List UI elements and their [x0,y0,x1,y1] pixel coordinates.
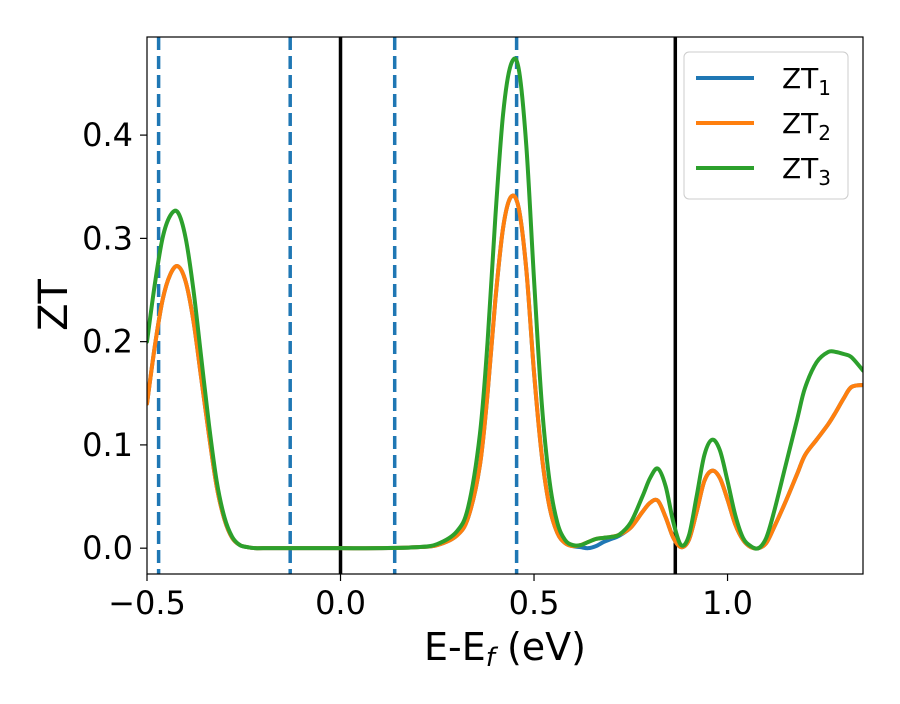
legend: ZT1 ZT2 ZT3 [683,51,849,200]
x-axis-label: E-Ef (eV) [424,625,586,673]
y-axis-ticks: 0.0 0.1 0.2 0.3 0.4 [82,116,147,567]
x-tick-label: −0.5 [108,584,186,622]
y-axis-label: ZT [31,279,77,331]
legend-label-zt1: ZT1 [782,62,831,100]
x-tick-label: 1.0 [702,584,753,622]
series-layer [147,56,863,551]
y-tick-label: 0.0 [82,529,133,567]
y-tick-label: 0.4 [82,116,133,154]
y-tick-label: 0.1 [82,426,133,464]
y-tick-label: 0.3 [82,219,133,257]
series-line-zt3 [147,56,863,551]
x-axis-ticks: −0.5 0.0 0.5 1.0 [108,574,753,622]
x-tick-label: 0.0 [315,584,366,622]
x-tick-label: 0.5 [509,584,560,622]
plot-frame [146,36,864,575]
legend-box [683,51,849,200]
legend-label-zt2: ZT2 [782,107,831,145]
reference-lines [156,37,678,574]
legend-label-zt3: ZT3 [782,152,831,190]
y-tick-label: 0.2 [82,323,133,361]
